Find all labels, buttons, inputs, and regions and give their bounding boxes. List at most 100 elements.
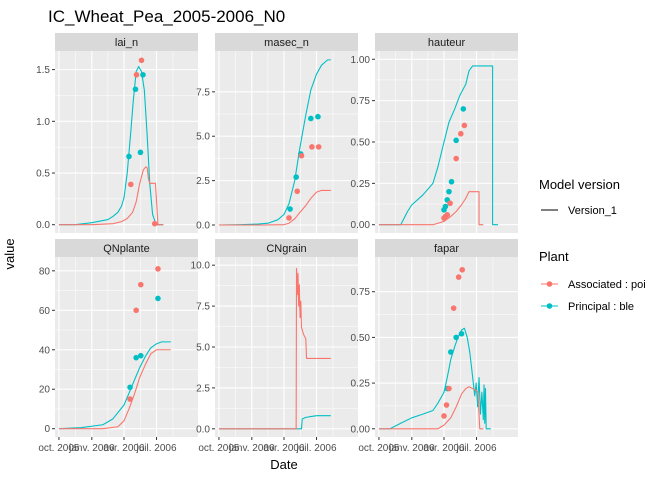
data-point-associated: [443, 402, 450, 408]
x-tick-label: oct. 2005: [38, 443, 80, 454]
data-point-associated: [127, 396, 133, 402]
series-line-associated: [218, 267, 331, 430]
panel-strip: [375, 239, 518, 257]
y-tick-label: 0.75: [351, 96, 371, 107]
panel-data: [58, 57, 164, 227]
panel-strip: [215, 239, 358, 257]
x-tick-label: avr. 2006: [423, 443, 465, 454]
x-tick-label: oct. 2005: [358, 443, 400, 454]
panel-data: [218, 59, 331, 226]
data-point-associated: [459, 266, 466, 273]
series-line-principal: [378, 327, 491, 430]
panel-strip-label: fapar: [434, 243, 459, 255]
data-point-principal: [460, 106, 467, 112]
series-line-associated: [58, 349, 171, 430]
panel-strip: [55, 239, 198, 257]
x-tick-label: avr. 2006: [263, 443, 305, 454]
x-tick-label: janv. 2006: [228, 443, 275, 454]
legend: Model version Version_1 Plant Associated : …: [539, 177, 646, 313]
data-point-principal: [447, 349, 454, 355]
data-point-principal: [132, 86, 139, 93]
x-axis-title: Date: [270, 457, 297, 472]
legend-key-point-plant: [546, 281, 553, 287]
y-tick-label: 1.5: [36, 65, 50, 76]
data-point-principal: [446, 188, 452, 195]
data-point-principal: [293, 174, 299, 180]
data-point-principal: [138, 352, 144, 359]
data-point-associated: [446, 385, 452, 392]
y-tick-label: 7.5: [196, 302, 210, 313]
panel-data: [58, 266, 171, 430]
y-tick-label: 2.5: [196, 383, 210, 394]
y-tick-label: 5.0: [196, 132, 210, 143]
data-point-principal: [140, 71, 146, 78]
panel-strip: [55, 33, 198, 51]
y-tick-label: 10.0: [191, 261, 211, 272]
y-tick-label: 1.00: [351, 55, 371, 66]
y-tick-label: 0.25: [351, 379, 371, 390]
data-point-principal: [127, 384, 133, 391]
chart-title: IC_Wheat_Pea_2005-2006_N0: [48, 7, 285, 26]
x-tick-label: janv. 2006: [388, 443, 435, 454]
panel-background: [215, 51, 358, 233]
data-point-associated: [133, 307, 139, 314]
y-tick-label: 0.50: [351, 333, 371, 344]
y-tick-label: 0.5: [36, 169, 50, 180]
data-point-associated: [461, 122, 468, 129]
data-point-associated: [138, 57, 145, 64]
panel-strip: [215, 33, 358, 51]
data-point-associated: [298, 152, 305, 159]
y-tick-label: 1.0: [36, 117, 50, 128]
panel-background: [375, 257, 518, 437]
x-tick-label: janv. 2006: [68, 443, 115, 454]
data-point-principal: [453, 137, 459, 144]
data-point-associated: [447, 200, 453, 207]
x-tick-label: oct. 2005: [198, 443, 240, 454]
legend-title-plant: Plant: [539, 249, 569, 264]
data-point-associated: [441, 413, 447, 419]
y-tick-label: 0.0: [196, 221, 210, 232]
x-tick-label: juil. 2006: [456, 443, 497, 454]
y-axis-title: value: [2, 238, 17, 269]
series-line-principal: [218, 59, 331, 226]
data-point-principal: [308, 115, 314, 122]
legend-key-point-plant: [546, 303, 553, 309]
data-point-principal: [315, 113, 321, 120]
panel-strip: [375, 33, 518, 51]
legend-label-model-version: Version_1: [568, 205, 617, 217]
panel-strip-label: QNplante: [103, 243, 149, 255]
data-point-principal: [133, 354, 139, 361]
data-point-associated: [286, 215, 292, 221]
y-tick-label: 0.50: [351, 138, 371, 149]
panel-data: [378, 266, 491, 430]
y-tick-label: 0: [44, 424, 50, 435]
y-tick-label: 40: [39, 345, 51, 356]
data-point-associated: [294, 188, 301, 195]
y-tick-label: 20: [39, 385, 51, 396]
series-line-principal: [378, 65, 498, 226]
data-point-principal: [442, 203, 449, 210]
series-line-associated: [218, 189, 331, 226]
panel-strip-label: CNgrain: [266, 243, 306, 255]
panel-background: [55, 51, 198, 233]
panel-data: [378, 65, 498, 226]
panel-strip-label: hauteur: [428, 37, 466, 49]
y-tick-label: 0.0: [196, 424, 210, 435]
y-tick-label: 0.0: [36, 220, 50, 231]
panel-background: [55, 257, 198, 437]
y-tick-label: 0.00: [351, 424, 371, 435]
series-line-principal: [58, 341, 171, 430]
data-point-principal: [137, 149, 144, 156]
data-point-associated: [453, 155, 459, 162]
panels-layer: lai_n 0.0 0.5 1.0 1.5 masec_n 0.0 2.5 5.0 7.5 haut…: [36, 33, 518, 454]
panel-data: [218, 267, 331, 430]
series-line-associated: [58, 166, 164, 226]
data-point-associated: [450, 305, 457, 311]
y-tick-label: 0.75: [351, 287, 371, 298]
panel-masec_n: masec_n 0.0 2.5 5.0 7.5: [196, 33, 358, 233]
data-point-associated: [444, 212, 451, 218]
data-point-principal: [448, 178, 455, 185]
